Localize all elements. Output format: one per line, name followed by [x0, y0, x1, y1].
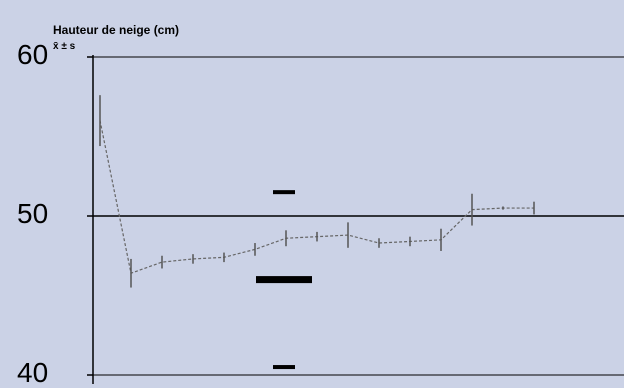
legend-layer — [256, 190, 312, 370]
legend-mark-3 — [273, 365, 295, 370]
y-tick-label-60: 60 — [17, 39, 49, 70]
y-tick-label-40: 40 — [17, 357, 49, 388]
series-line-0 — [99, 120, 534, 275]
series-layer — [99, 95, 535, 288]
legend-mark-2 — [256, 276, 312, 284]
stat-subtitle: x̄ ± s — [53, 41, 76, 52]
y-axis-label: Hauteur de neige (cm) — [53, 23, 180, 37]
grid-layer — [93, 56, 624, 376]
y-tick-label-50: 50 — [17, 198, 49, 229]
axis-layer — [87, 55, 94, 384]
legend-mark-1 — [273, 190, 295, 195]
